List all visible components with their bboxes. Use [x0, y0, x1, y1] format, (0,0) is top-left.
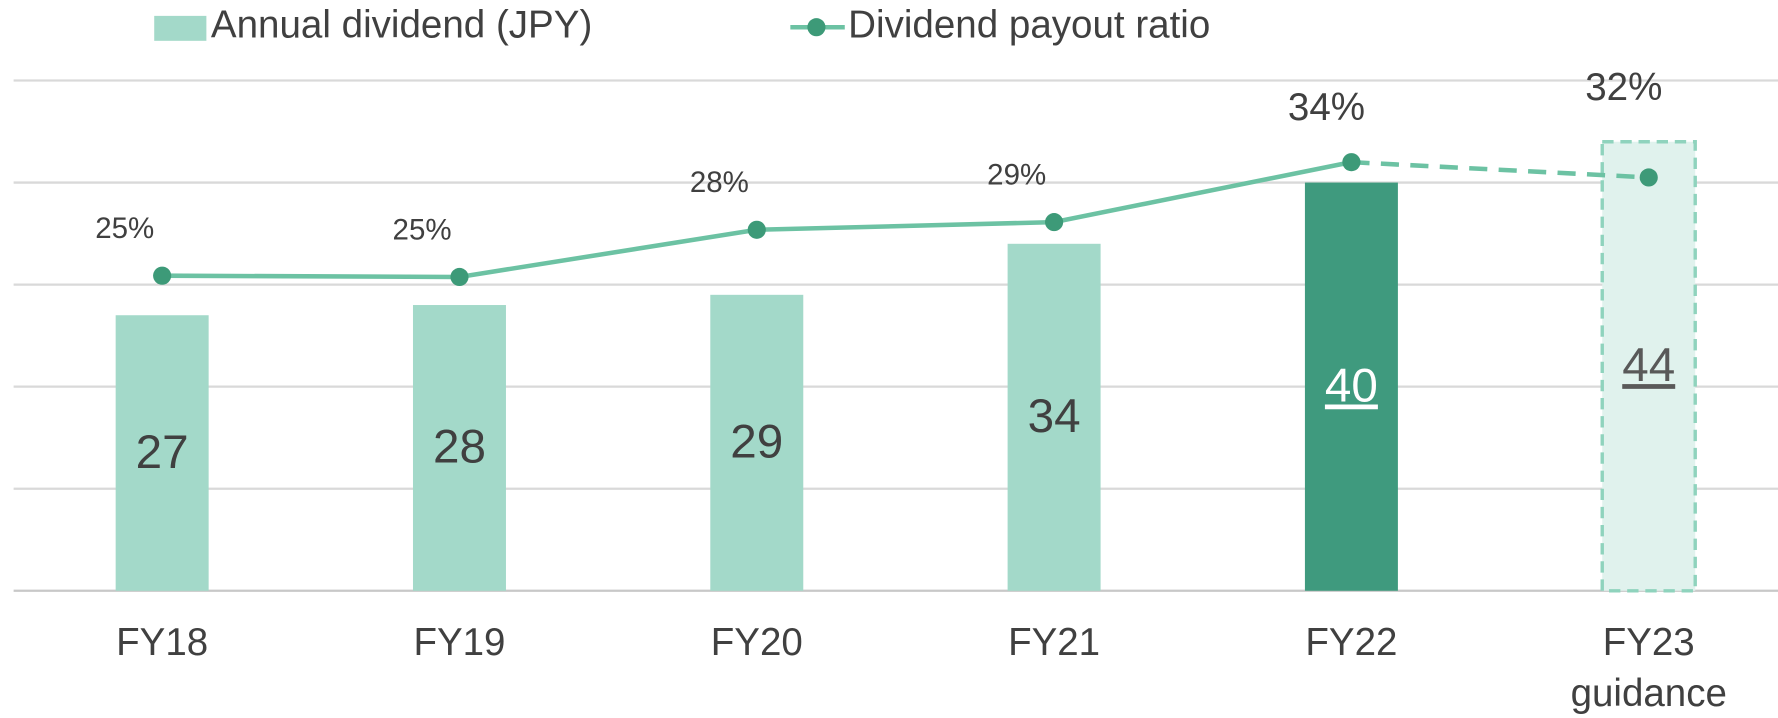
bar-value-label: 40	[1325, 360, 1378, 413]
legend-swatch	[154, 15, 207, 41]
line-value-label: 25%	[393, 213, 452, 246]
x-tick-label: FY21	[1008, 620, 1101, 664]
bar	[412, 305, 506, 591]
x-tick-label: FY23 guidance	[1570, 620, 1727, 715]
legend-label: Dividend payout ratio	[848, 3, 1210, 46]
legend-marker	[807, 18, 826, 37]
bar-value-label: 28	[433, 421, 486, 474]
line-value-label: 28%	[690, 166, 749, 199]
line-marker	[1045, 213, 1064, 232]
line-marker	[1639, 168, 1658, 187]
line-marker	[1342, 153, 1361, 172]
line-value-label: 25%	[95, 212, 154, 245]
x-tick-label: FY22	[1305, 620, 1398, 664]
line-marker	[153, 266, 172, 285]
bar	[710, 294, 804, 591]
x-tick-label: FY20	[710, 620, 803, 664]
line	[162, 159, 1352, 280]
bar-value-label: 27	[136, 426, 189, 479]
x-tick-label: FY18	[116, 620, 209, 664]
line-forecast	[1351, 159, 1649, 180]
legend-label: Annual dividend (JPY)	[211, 3, 592, 46]
bar	[1600, 140, 1697, 593]
line-marker	[450, 267, 469, 287]
bar-value-label: 34	[1028, 390, 1081, 443]
line-value-label: 32%	[1585, 66, 1662, 109]
line-value-label: 34%	[1288, 86, 1365, 129]
bar-value-label: 44	[1622, 339, 1675, 392]
x-tick-label: FY19	[413, 620, 506, 664]
bar	[1304, 182, 1398, 591]
bar	[1007, 243, 1101, 591]
bar-value-label: 29	[730, 416, 783, 469]
line-marker	[747, 220, 766, 239]
bar	[115, 315, 209, 591]
line-value-label: 29%	[987, 159, 1046, 192]
